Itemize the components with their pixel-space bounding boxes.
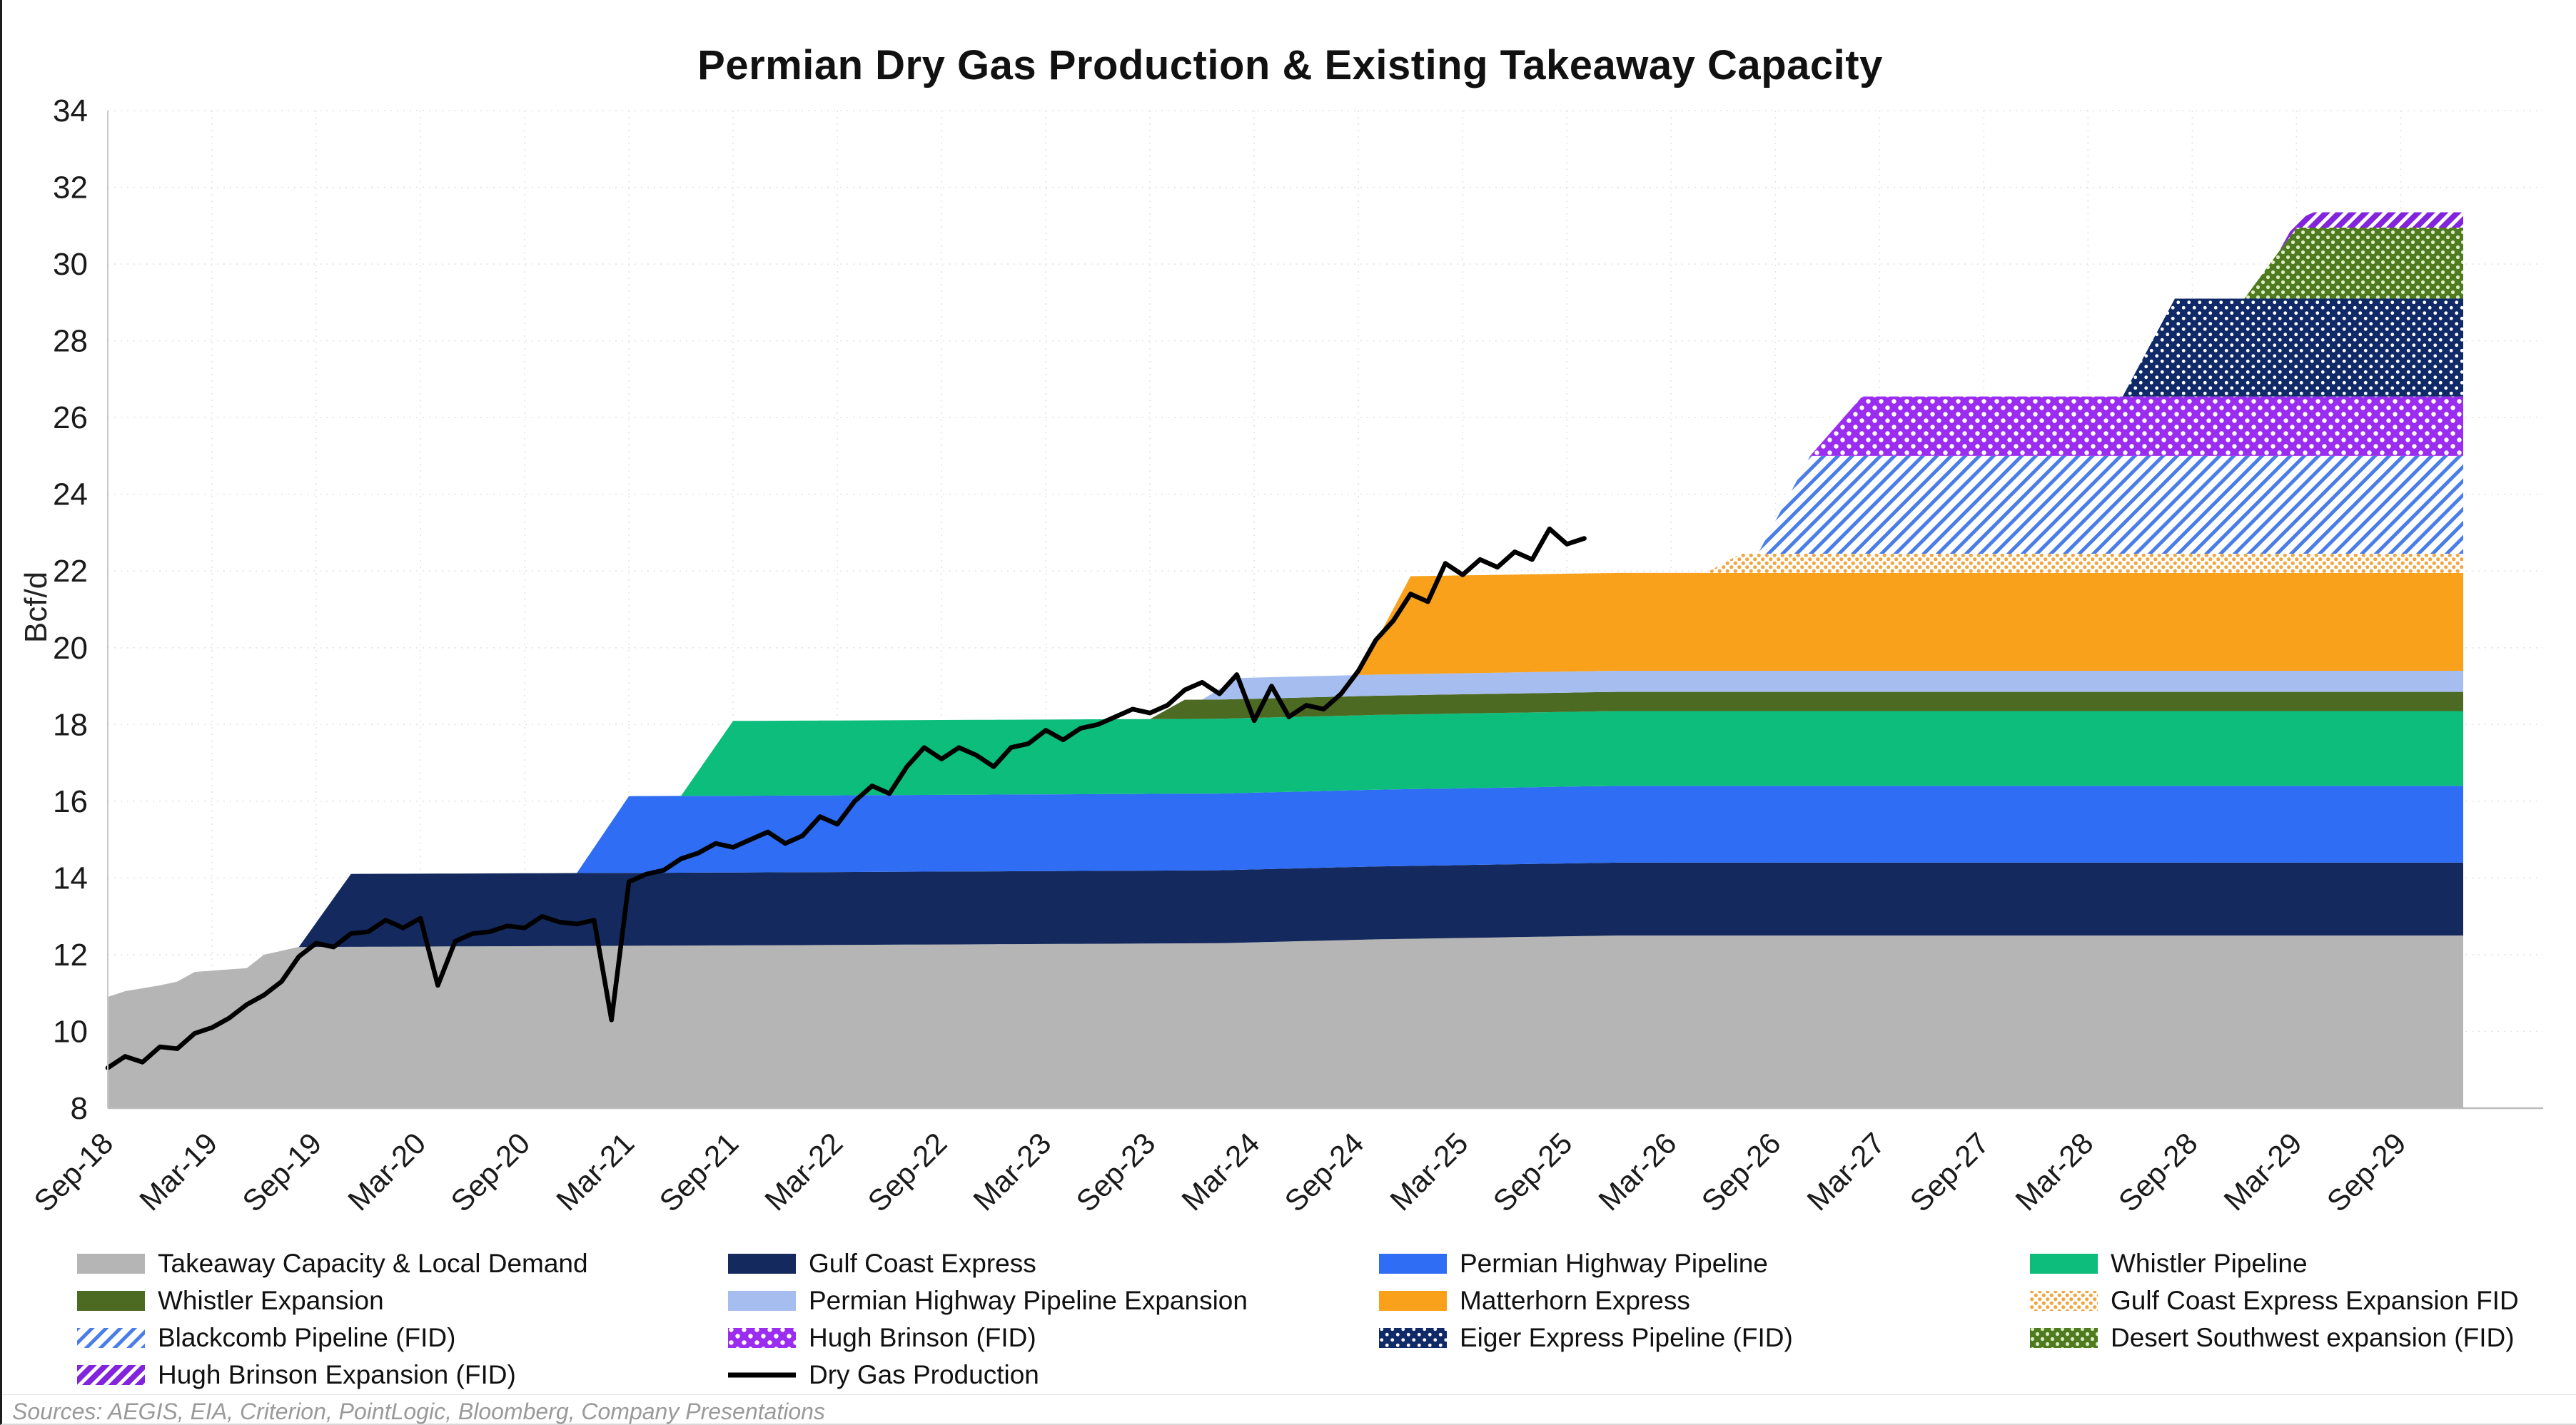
svg-text:28: 28 <box>53 324 88 359</box>
legend-item-whistler-pipeline: Whistler Pipeline <box>2030 1249 2570 1279</box>
legend-label: Hugh Brinson Expansion (FID) <box>158 1360 516 1389</box>
y-axis-tick-labels: 8 10 12 14 16 18 20 22 24 26 28 30 32 34 <box>53 93 88 1126</box>
svg-text:12: 12 <box>53 938 88 973</box>
svg-text:Mar-26: Mar-26 <box>1592 1126 1682 1217</box>
legend-label: Permian Highway Pipeline Expansion <box>809 1286 1248 1315</box>
series-area-gulf-coast-express <box>108 862 2463 998</box>
svg-text:22: 22 <box>53 554 88 589</box>
legend-label: Blackcomb Pipeline (FID) <box>158 1323 456 1352</box>
svg-text:Mar-20: Mar-20 <box>341 1126 432 1217</box>
svg-text:Mar-22: Mar-22 <box>758 1126 849 1217</box>
legend-label: Gulf Coast Express <box>809 1249 1036 1278</box>
legend-item-hugh-brinson-expansion-fid: Hugh Brinson Expansion (FID) <box>77 1360 728 1390</box>
legend-label: Desert Southwest expansion (FID) <box>2111 1323 2515 1352</box>
legend-label: Gulf Coast Express Expansion FID <box>2111 1286 2519 1315</box>
svg-text:Sep-20: Sep-20 <box>444 1126 536 1218</box>
legend-swatch-hugh-brinson-fid <box>728 1328 796 1348</box>
svg-text:Sep-25: Sep-25 <box>1487 1126 1579 1218</box>
legend-label: Dry Gas Production <box>809 1360 1039 1389</box>
legend-label: Takeaway Capacity & Local Demand <box>158 1249 588 1278</box>
legend-item-dry-gas-production: Dry Gas Production <box>728 1360 1379 1390</box>
legend-item-eiger-express-pipeline-fid: Eiger Express Pipeline (FID) <box>1379 1323 2030 1353</box>
svg-text:Sep-21: Sep-21 <box>652 1126 744 1218</box>
svg-text:10: 10 <box>53 1014 88 1049</box>
svg-text:32: 32 <box>53 171 88 206</box>
chart-legend: Takeaway Capacity & Local Demand Gulf Coa… <box>77 1245 2570 1394</box>
legend-swatch-matterhorn-express <box>1379 1291 1447 1311</box>
legend-label: Whistler Pipeline <box>2111 1249 2308 1278</box>
x-axis-tick-labels: Sep-18 Mar-19 Sep-19 Mar-20 Sep-20 Mar-21 Sep-… <box>27 1126 2412 1218</box>
svg-text:34: 34 <box>53 93 88 128</box>
svg-text:Sep-28: Sep-28 <box>2112 1126 2204 1218</box>
series-area-matterhorn-express <box>108 572 2463 998</box>
legend-item-whistler-expansion: Whistler Expansion <box>77 1286 728 1316</box>
legend-swatch-whistler-pipeline <box>2030 1254 2098 1274</box>
legend-swatch-eiger-express-pipeline-fid <box>1379 1328 1447 1348</box>
legend-label: Hugh Brinson (FID) <box>809 1323 1036 1352</box>
series-area-whistler-pipeline <box>108 711 2463 998</box>
svg-text:20: 20 <box>53 631 88 666</box>
svg-text:14: 14 <box>53 861 88 896</box>
svg-text:Mar-19: Mar-19 <box>133 1126 223 1217</box>
legend-label: Eiger Express Pipeline (FID) <box>1460 1323 1793 1352</box>
footer-divider <box>2 1394 2576 1395</box>
svg-text:24: 24 <box>53 477 88 512</box>
svg-text:Sep-23: Sep-23 <box>1070 1126 1162 1218</box>
legend-item-gulf-coast-express-expansion-fid: Gulf Coast Express Expansion FID <box>2030 1286 2570 1316</box>
chart-axes <box>107 111 2543 1110</box>
chart-areas <box>108 212 2463 1108</box>
svg-text:Sep-26: Sep-26 <box>1695 1126 1787 1218</box>
sources-note: Sources: AEGIS, EIA, Criterion, PointLog… <box>12 1399 825 1424</box>
legend-item-desert-southwest-expansion-fid: Desert Southwest expansion (FID) <box>2030 1323 2570 1353</box>
svg-text:18: 18 <box>53 707 88 742</box>
legend-swatch-permian-highway-pipeline <box>1379 1254 1447 1274</box>
legend-swatch-takeaway-capacity-local-demand <box>77 1254 145 1274</box>
svg-text:Mar-21: Mar-21 <box>550 1126 640 1217</box>
legend-label: Whistler Expansion <box>158 1286 384 1315</box>
svg-text:Sep-19: Sep-19 <box>236 1126 328 1218</box>
svg-text:Sep-18: Sep-18 <box>27 1126 119 1218</box>
legend-item-permian-highway-pipeline: Permian Highway Pipeline <box>1379 1249 2030 1279</box>
legend-item-gulf-coast-express: Gulf Coast Express <box>728 1249 1379 1279</box>
legend-swatch-gulf-coast-express <box>728 1254 796 1274</box>
legend-swatch-hugh-brinson-expansion-fid <box>77 1365 145 1385</box>
legend-label: Matterhorn Express <box>1460 1286 1690 1315</box>
series-area-permian-highway-pipeline <box>108 786 2463 998</box>
legend-item-permian-highway-pipeline-expansion: Permian Highway Pipeline Expansion <box>728 1286 1379 1316</box>
svg-text:Sep-22: Sep-22 <box>862 1126 954 1218</box>
legend-swatch-blackcomb-pipeline-fid <box>77 1328 145 1348</box>
svg-text:Mar-25: Mar-25 <box>1383 1126 1474 1217</box>
legend-swatch-whistler-expansion <box>77 1291 145 1311</box>
svg-text:Mar-24: Mar-24 <box>1175 1126 1266 1217</box>
svg-text:Sep-24: Sep-24 <box>1278 1126 1370 1218</box>
svg-text:Mar-28: Mar-28 <box>2009 1126 2099 1217</box>
series-area-eiger-express-pipeline-fid <box>108 298 2463 998</box>
svg-text:Mar-29: Mar-29 <box>2217 1126 2308 1217</box>
legend-item-matterhorn-express: Matterhorn Express <box>1379 1286 2030 1316</box>
legend-swatch-gulf-coast-express-expansion-fid <box>2030 1291 2098 1311</box>
svg-text:Sep-27: Sep-27 <box>1904 1126 1996 1218</box>
svg-text:Mar-27: Mar-27 <box>1800 1126 1891 1217</box>
legend-item-hugh-brinson-fid: Hugh Brinson (FID) <box>728 1323 1379 1353</box>
series-area-blackcomb-pipeline-fid <box>108 455 2463 998</box>
legend-item-blackcomb-pipeline-fid: Blackcomb Pipeline (FID) <box>77 1323 728 1353</box>
dry-gas-production-line <box>105 526 1587 1070</box>
svg-text:8: 8 <box>71 1091 88 1126</box>
legend-item-takeaway-capacity-local-demand: Takeaway Capacity & Local Demand <box>77 1249 728 1279</box>
series-area-takeaway-capacity-local-demand <box>108 935 2463 1108</box>
svg-text:Mar-23: Mar-23 <box>966 1126 1057 1217</box>
chart-title: Permian Dry Gas Production & Existing Ta… <box>697 42 1883 88</box>
svg-text:Sep-29: Sep-29 <box>2320 1126 2413 1218</box>
svg-text:30: 30 <box>53 247 88 282</box>
legend-line-swatch <box>728 1372 796 1378</box>
svg-text:26: 26 <box>53 400 88 435</box>
legend-swatch-permian-highway-pipeline-expansion <box>728 1291 796 1311</box>
legend-swatch-desert-southwest-expansion-fid <box>2030 1328 2098 1348</box>
svg-text:16: 16 <box>53 784 88 819</box>
legend-label: Permian Highway Pipeline <box>1460 1249 1768 1278</box>
